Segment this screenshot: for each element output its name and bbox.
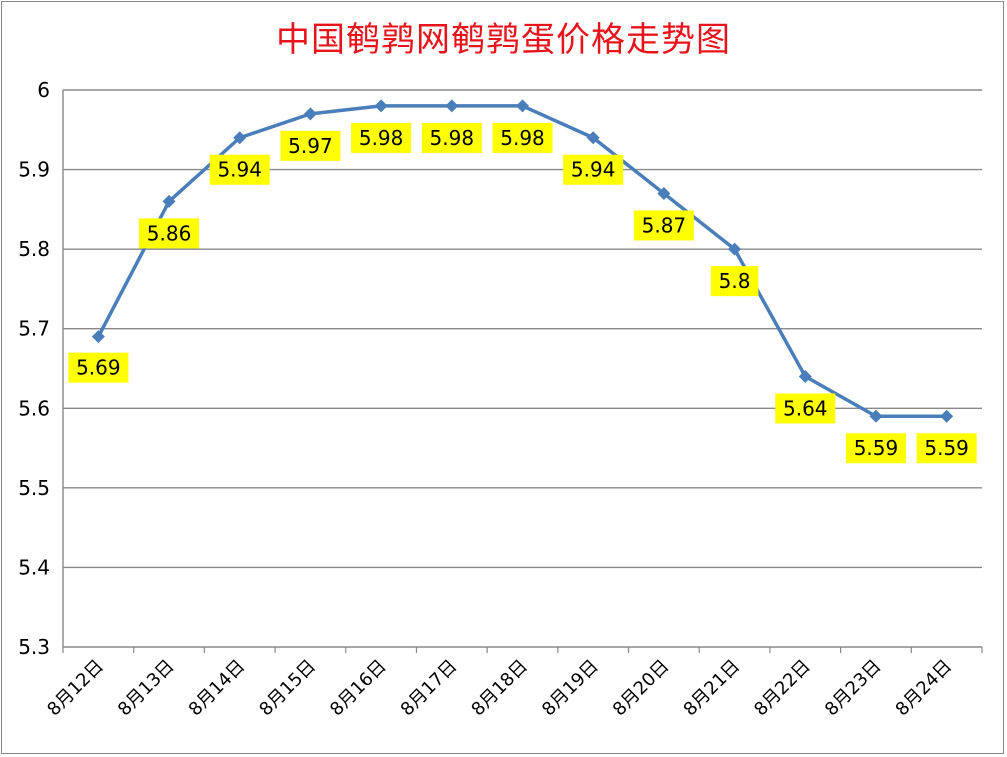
x-tick-label: 8月12日 [43, 656, 108, 721]
data-label: 5.87 [642, 213, 687, 237]
x-tick-label: 8月23日 [821, 656, 886, 721]
data-point [303, 107, 317, 121]
data-point [657, 186, 671, 200]
x-tick-label: 8月17日 [397, 656, 462, 721]
x-tick-label: 8月20日 [609, 656, 674, 721]
x-tick-label: 8月15日 [255, 656, 320, 721]
x-tick-label: 8月14日 [185, 656, 250, 721]
data-label: 5.64 [783, 396, 828, 420]
data-label: 5.97 [288, 134, 333, 158]
data-point [586, 131, 600, 145]
data-label: 5.59 [854, 436, 899, 460]
y-tick-label: 6 [37, 78, 50, 102]
data-label: 5.98 [500, 126, 545, 150]
data-label-background [492, 122, 553, 153]
data-label: 5.86 [147, 221, 192, 245]
y-tick-label: 5.4 [18, 555, 50, 579]
data-label-background [280, 130, 341, 161]
data-label: 5.94 [571, 158, 616, 182]
x-tick-label: 8月22日 [750, 656, 815, 721]
data-labels: 5.69 5.86 5.94 5.97 5.98 5.98 5.98 5.94 5.87 5.8 5… [68, 122, 977, 464]
x-tick-label: 8月13日 [114, 656, 179, 721]
y-tick-label: 5.5 [18, 476, 50, 500]
y-tick-label: 5.3 [18, 635, 50, 659]
data-point [374, 99, 388, 113]
data-label-background [775, 393, 836, 424]
x-tick-label: 8月18日 [467, 656, 532, 721]
data-point [516, 99, 529, 113]
data-label: 5.8 [719, 269, 751, 293]
x-tick-label: 8月16日 [326, 656, 391, 721]
data-label-background [68, 352, 129, 383]
data-label-background [351, 122, 412, 153]
data-label: 5.94 [217, 158, 262, 182]
data-point [233, 131, 247, 145]
x-tick-label: 8月21日 [680, 656, 745, 721]
y-tick-label: 5.6 [18, 396, 50, 420]
data-point [798, 369, 812, 383]
data-point [728, 242, 742, 256]
chart-title: 中国鹌鹑网鹌鹑蛋价格走势图 [276, 20, 731, 60]
data-label: 5.59 [924, 436, 969, 460]
data-label-background [209, 154, 270, 185]
y-tick-label: 5.7 [18, 317, 50, 341]
x-axis: 8月12日 8月13日 8月14日 8月15日 8月16日 8月17日 8月18日 8月19日… [43, 647, 983, 721]
y-axis: 5.3 5.4 5.5 5.6 5.7 5.8 5.9 6 [18, 78, 64, 659]
data-point [445, 99, 459, 113]
data-point [162, 194, 176, 208]
x-tick-label: 8月24日 [892, 656, 957, 721]
data-point [869, 409, 883, 423]
data-point [91, 330, 105, 344]
data-point [940, 409, 954, 423]
data-label-background [563, 154, 624, 185]
data-label-background [139, 218, 200, 249]
data-label: 5.98 [359, 126, 404, 150]
data-label-background [633, 210, 694, 241]
data-label-background [916, 433, 977, 464]
data-label-background [845, 433, 906, 464]
y-tick-label: 5.8 [18, 237, 50, 261]
price-series [91, 99, 954, 423]
data-label-background [710, 266, 759, 297]
data-label: 5.98 [430, 126, 475, 150]
y-tick-label: 5.9 [18, 158, 50, 182]
x-tick-label: 8月19日 [538, 656, 603, 721]
data-label-background [421, 122, 482, 153]
data-label: 5.69 [76, 356, 121, 380]
